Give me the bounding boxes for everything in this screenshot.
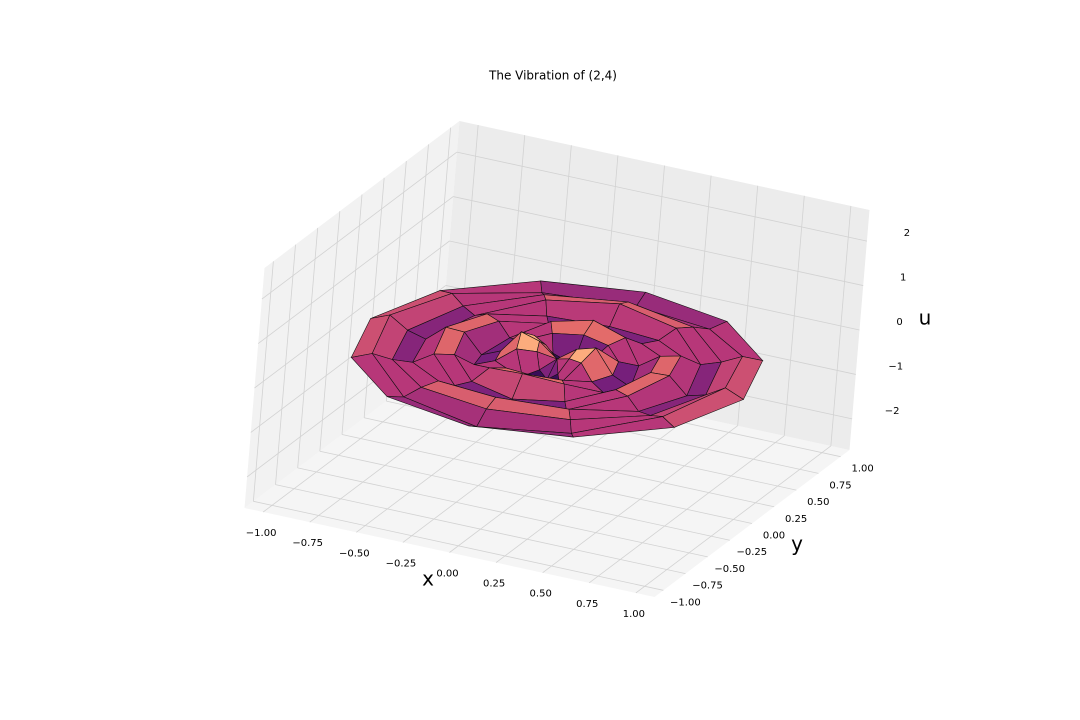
z-grid-line — [449, 240, 860, 331]
x-tick-label: −0.50 — [339, 548, 370, 559]
x-tick-label: −1.00 — [246, 528, 277, 539]
z-axis-label: u — [919, 306, 932, 330]
y-grid-line — [253, 500, 664, 591]
y-tick-label: 0.50 — [807, 497, 829, 508]
z-grid-line — [257, 196, 454, 344]
y-grid-line — [341, 434, 753, 524]
x-tick-label: 0.25 — [483, 579, 505, 590]
z-grid-line — [261, 151, 458, 300]
chart-title: The Vibration of (2,4) — [488, 69, 617, 83]
x-tick-label: −0.25 — [386, 558, 417, 569]
y-grid-line — [319, 450, 730, 541]
x-axis-label: x — [422, 567, 434, 591]
x-tick-label: −0.75 — [292, 538, 323, 549]
z-grid-line — [456, 151, 867, 242]
y-grid-line — [297, 467, 708, 558]
y-tick-label: 0.75 — [829, 480, 851, 491]
y-tick-label: −0.75 — [692, 581, 723, 592]
x-tick-label: 1.00 — [623, 609, 645, 620]
x-tick-label: 0.75 — [576, 599, 598, 610]
z-tick-label: 2 — [904, 228, 910, 239]
labels: −1.00−0.75−0.50−0.250.000.250.500.751.00… — [246, 228, 910, 620]
z-tick-label: 1 — [900, 273, 906, 284]
y-grid-line — [275, 484, 686, 575]
z-tick-label: 0 — [896, 317, 902, 328]
y-axis-label: y — [791, 532, 803, 556]
y-tick-label: −0.50 — [714, 564, 745, 575]
z-tick-label: −1 — [888, 361, 903, 372]
z-grid-line — [453, 196, 864, 286]
z-tick-label: −2 — [885, 406, 900, 417]
surface-patch — [570, 416, 675, 438]
y-tick-label: 1.00 — [852, 464, 874, 475]
y-tick-label: 0.25 — [785, 514, 807, 525]
y-tick-label: 0.00 — [763, 531, 785, 542]
surface — [350, 280, 764, 438]
z-grid-line — [254, 240, 450, 389]
y-grid-line — [364, 417, 775, 508]
x-tick-label: 0.50 — [530, 589, 552, 600]
y-tick-label: −1.00 — [670, 597, 701, 608]
x-tick-label: 0.00 — [436, 569, 458, 580]
y-tick-label: −0.25 — [737, 547, 768, 558]
